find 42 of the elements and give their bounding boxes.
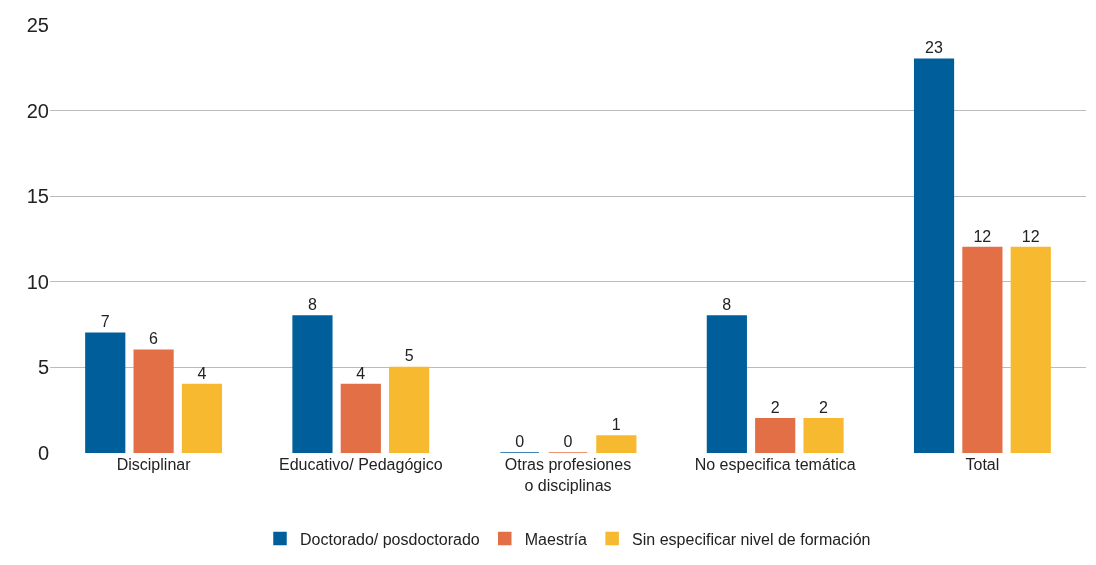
x-tick-label: Otras profesiones o disciplinas	[504, 456, 632, 494]
x-tick-label: Disciplinar	[116, 456, 192, 473]
data-label: 6	[149, 330, 159, 348]
data-label: 8	[307, 296, 317, 314]
x-tick-label: Total	[965, 456, 1000, 473]
data-label: 12	[1021, 227, 1040, 245]
legend-label: Sin especificar nivel de formación	[632, 530, 871, 548]
bar	[913, 58, 955, 453]
data-label: 2	[819, 398, 829, 416]
y-tick-label: 5	[37, 356, 49, 379]
bar	[706, 315, 747, 453]
bar	[181, 383, 223, 453]
data-label: 0	[515, 433, 525, 450]
legend-label: Doctorado/ posdoctorado	[300, 530, 480, 548]
data-label: 0	[563, 433, 573, 450]
y-tick-label: 0	[37, 442, 49, 464]
y-tick-label: 15	[26, 185, 49, 208]
data-label: 12	[973, 227, 992, 245]
data-label: 4	[356, 364, 366, 382]
x-tick-label: No especifica temática	[694, 456, 856, 473]
bar	[755, 418, 796, 453]
data-label: 4	[197, 364, 207, 382]
bar	[962, 246, 1003, 453]
bar	[85, 332, 126, 453]
bar	[389, 366, 430, 453]
data-label: 5	[404, 347, 414, 365]
data-label: 8	[722, 296, 732, 314]
bar	[292, 315, 333, 453]
y-tick-label: 10	[26, 270, 49, 293]
bar	[803, 418, 844, 453]
bar	[340, 383, 381, 453]
data-label: 2	[770, 398, 780, 416]
data-label: 23	[925, 39, 943, 57]
y-tick-label: 20	[26, 99, 49, 122]
bar	[596, 435, 637, 453]
bar	[1010, 246, 1051, 453]
legend-label: Maestría	[524, 530, 588, 548]
data-label: 7	[100, 313, 110, 331]
bar	[133, 349, 174, 453]
x-tick-label: Educativo/ Pedagógico	[278, 456, 443, 473]
y-tick-label: 25	[26, 14, 49, 36]
data-label: 1	[611, 415, 621, 433]
